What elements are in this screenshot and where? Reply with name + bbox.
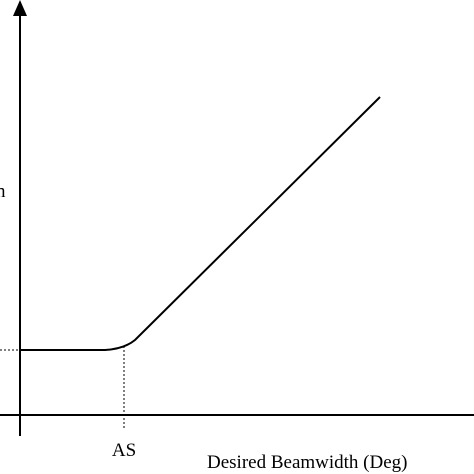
y-label: n <box>0 181 6 202</box>
marker-label: AS <box>112 440 136 461</box>
curve <box>20 96 381 351</box>
x-label: Desired Beamwidth (Deg) <box>207 452 408 473</box>
y-axis-arrow <box>13 0 27 16</box>
